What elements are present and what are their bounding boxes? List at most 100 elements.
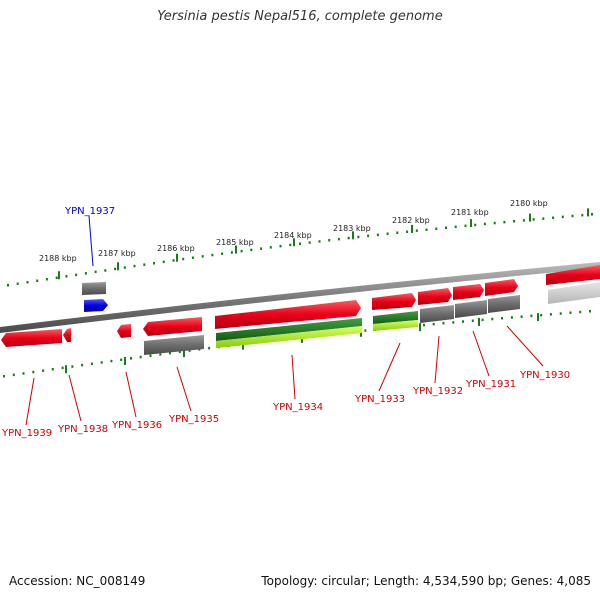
minor-tick: [188, 349, 191, 352]
minor-tick: [357, 235, 360, 239]
minor-tick: [32, 370, 35, 374]
minor-tick: [328, 239, 331, 242]
minor-tick: [559, 312, 562, 315]
gene-label-ypn-1933[interactable]: YPN_1933: [354, 394, 405, 405]
minor-tick: [84, 272, 87, 275]
minor-tick: [442, 322, 445, 325]
minor-tick: [100, 361, 103, 364]
gene-feature[interactable]: [216, 318, 362, 341]
gene-feature[interactable]: [1, 329, 62, 347]
forward-strand-features: [82, 265, 600, 329]
minor-tick: [12, 373, 15, 377]
gene-feature[interactable]: [453, 284, 484, 300]
minor-tick: [42, 369, 45, 372]
minor-tick: [71, 365, 74, 368]
minor-tick: [279, 244, 282, 248]
minor-tick: [208, 346, 211, 350]
minor-tick: [540, 313, 543, 317]
minor-tick: [510, 316, 513, 319]
major-tick: [176, 253, 178, 262]
minor-tick: [532, 218, 535, 221]
gene-label-ypn-1930[interactable]: YPN_1930: [519, 370, 570, 381]
gene-label-ypn-1931[interactable]: YPN_1931: [465, 379, 516, 390]
gene-feature[interactable]: [373, 311, 418, 324]
major-tick: [242, 341, 244, 350]
gene-feature[interactable]: [420, 305, 454, 323]
minor-tick: [299, 242, 301, 245]
minor-tick: [61, 366, 64, 370]
minor-tick: [169, 351, 171, 355]
kbp-label: 2183 kbp: [333, 224, 371, 233]
minor-tick: [464, 224, 467, 228]
minor-tick: [481, 318, 484, 322]
gene-labels: YPN_1937 YPN_1939 YPN_1938 YPN_1936 YPN_…: [1, 206, 570, 439]
gene-label-ypn-1935[interactable]: YPN_1935: [168, 414, 219, 425]
major-tick: [65, 365, 67, 374]
accession-text: Accession: NC_008149: [9, 574, 146, 588]
minor-tick: [178, 350, 181, 354]
gene-feature[interactable]: [144, 335, 204, 355]
minor-tick: [36, 279, 39, 282]
gene-label-ypn-1932[interactable]: YPN_1932: [412, 386, 463, 397]
major-tick: [293, 238, 295, 247]
gene-feature[interactable]: [488, 295, 520, 313]
kbp-label: 2186 kbp: [157, 244, 195, 253]
gene-label-ypn-1934[interactable]: YPN_1934: [272, 402, 323, 413]
minor-tick: [81, 363, 84, 367]
minor-tick: [110, 359, 113, 363]
minor-tick: [65, 275, 68, 278]
minor-tick: [114, 267, 117, 271]
minor-tick: [454, 225, 457, 229]
minor-tick: [133, 264, 136, 268]
minor-tick: [522, 219, 525, 222]
minor-tick: [493, 221, 496, 225]
gene-feature[interactable]: [455, 300, 487, 318]
minor-tick: [520, 315, 523, 318]
minor-tick: [211, 253, 214, 257]
minor-tick: [130, 357, 132, 360]
gene-feature[interactable]: [82, 282, 106, 295]
kbp-label: 2185 kbp: [216, 238, 254, 247]
gene-label-ypn-1938[interactable]: YPN_1938: [57, 424, 108, 435]
major-tick: [235, 245, 237, 254]
gene-feature[interactable]: [546, 265, 600, 285]
gene-label-ypn-1937[interactable]: YPN_1937: [64, 206, 115, 217]
major-tick: [587, 208, 589, 217]
minor-tick: [432, 322, 435, 326]
minor-tick: [552, 216, 555, 219]
minor-tick: [501, 317, 504, 320]
outer-tick-track: [7, 208, 593, 287]
gene-feature[interactable]: [215, 300, 361, 329]
gene-feature[interactable]: [117, 324, 131, 338]
major-tick: [529, 213, 531, 222]
minor-tick: [435, 227, 438, 230]
gene-feature[interactable]: [143, 317, 202, 336]
minor-tick: [230, 251, 233, 254]
kbp-label: 2188 kbp: [39, 254, 77, 263]
reverse-strand-features: [1, 282, 600, 355]
gene-label-ypn-1939[interactable]: YPN_1939: [1, 428, 52, 439]
minor-tick: [561, 215, 564, 219]
minor-tick: [182, 257, 185, 261]
gene-feature[interactable]: [373, 320, 418, 331]
minor-tick: [240, 249, 243, 253]
gene-feature[interactable]: [216, 326, 362, 348]
gene-feature[interactable]: [548, 282, 600, 304]
minor-tick: [542, 217, 545, 220]
minor-tick: [94, 270, 97, 274]
genome-summary-text: Topology: circular; Length: 4,534,590 bp…: [261, 574, 591, 588]
minor-tick: [396, 231, 399, 234]
minor-tick: [250, 248, 253, 252]
minor-tick: [367, 234, 370, 238]
minor-tick: [423, 323, 425, 327]
major-tick: [58, 271, 60, 280]
gene-feature[interactable]: [418, 288, 452, 305]
minor-tick: [120, 358, 123, 361]
gene-feature[interactable]: [372, 293, 416, 310]
gene-feature[interactable]: [63, 328, 71, 342]
gene-feature-ypn-1937[interactable]: [84, 299, 108, 312]
gene-label-ypn-1936[interactable]: YPN_1936: [111, 420, 162, 431]
gene-feature[interactable]: [485, 279, 518, 296]
minor-tick: [16, 282, 19, 285]
